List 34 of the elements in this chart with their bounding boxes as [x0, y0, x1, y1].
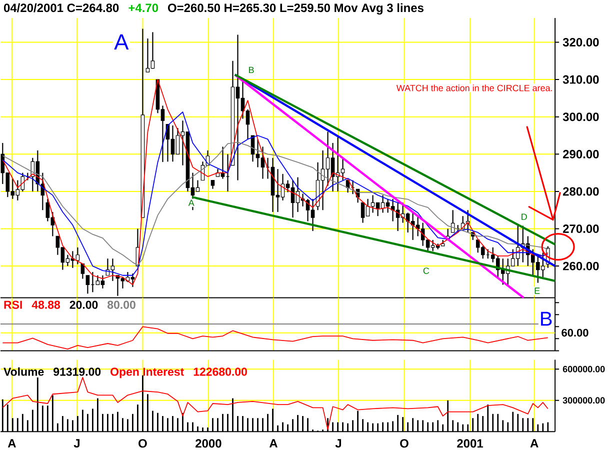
y-tick-label: 300.00 — [562, 112, 599, 122]
y-tick-label: 290.00 — [563, 150, 599, 159]
x-tick-label: A — [530, 439, 538, 448]
annotation: A — [114, 34, 129, 50]
y-tick-label: 280.00 — [563, 187, 599, 196]
x-tick-label: J — [335, 439, 342, 448]
x-tick-label: 2001 — [457, 439, 484, 448]
series-label: Open Interest — [110, 368, 184, 378]
y-tick-label: 320.00 — [562, 38, 599, 47]
chart-title: 04/20/2001 C=264.80 — [4, 3, 119, 12]
x-tick-label: O — [138, 439, 147, 448]
text: O=260.50 H=265.30 L=259.50 Mov Avg 3 lines — [168, 3, 424, 15]
annotation: E — [534, 288, 540, 294]
x-tick-label: A — [269, 439, 278, 448]
text: B — [541, 312, 552, 326]
text: 80.00 — [108, 300, 136, 310]
text: +4.70 — [128, 4, 158, 12]
y-tick-label: 260.00 — [563, 262, 599, 270]
annotation: C — [423, 268, 430, 274]
y-tick-label: 300000.00 — [562, 397, 605, 404]
annotation: B — [249, 67, 254, 74]
x-tick-label: 2000 — [196, 439, 222, 448]
candlestick — [450, 210, 455, 234]
annotation: A — [188, 200, 194, 206]
x-tick-label: O — [400, 439, 408, 448]
annotation: WATCH the action in the CIRCLE area. — [396, 84, 552, 92]
y-tick-label: 310.00 — [562, 75, 599, 84]
annotation: D — [522, 214, 527, 220]
y-tick-label: 270.00 — [563, 224, 599, 234]
text: 60.00 — [562, 329, 588, 337]
x-tick-label: A — [8, 439, 16, 448]
y-tick-label: 600000.00 — [562, 366, 605, 372]
text: 48.88 — [32, 300, 60, 310]
x-tick-label: J — [74, 439, 80, 448]
